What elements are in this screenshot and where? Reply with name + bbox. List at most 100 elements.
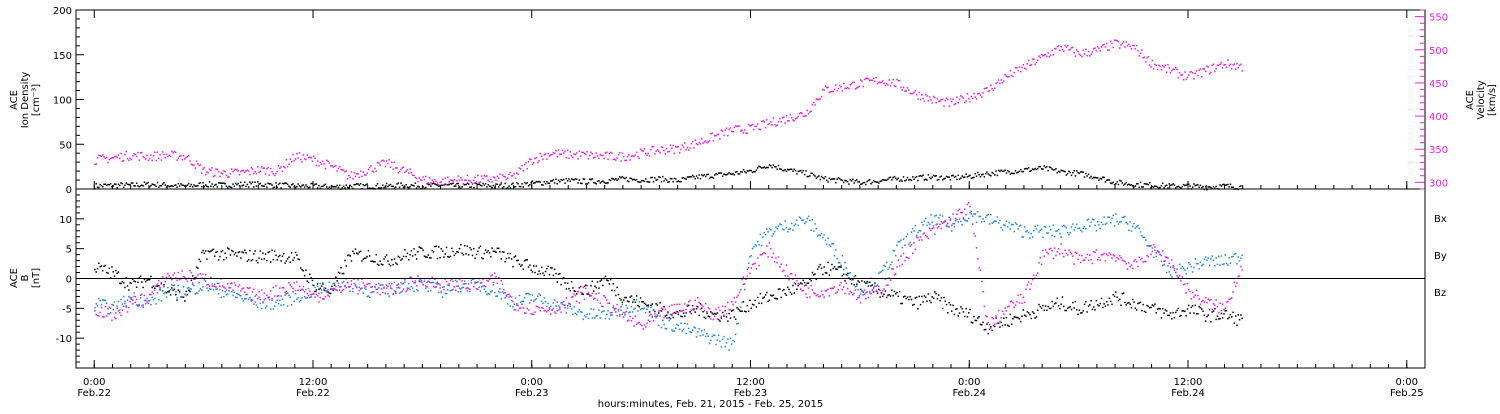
bz-series-point (425, 285, 427, 287)
by-series-point (775, 226, 777, 228)
xtick-date-label: Feb.22 (77, 388, 111, 399)
bottom-ylabel-line: ACE (9, 268, 20, 288)
bx-series-point (262, 252, 264, 254)
ion-density-series-point (783, 169, 785, 172)
velocity-series-point (690, 142, 693, 145)
velocity-series-point (794, 117, 797, 120)
bz-series-point (1098, 256, 1100, 259)
bx-series-point (410, 250, 413, 252)
ion-density-series-point (447, 184, 449, 186)
bz-series-point (573, 293, 575, 295)
by-series-point (1070, 226, 1073, 228)
velocity-series-point (676, 146, 678, 148)
velocity-series-point (935, 101, 937, 104)
bz-series-point (846, 287, 849, 290)
by-series-point (637, 310, 639, 312)
bz-series-point (568, 303, 570, 305)
by-series-point (531, 294, 534, 296)
bz-series-point (668, 305, 670, 308)
velocity-series-point (908, 89, 910, 91)
bz-series-point (932, 227, 935, 229)
ion-density-series-point (449, 182, 452, 185)
bx-series-point (320, 285, 323, 287)
velocity-series-point (1207, 66, 1209, 68)
bx-series-point (441, 250, 444, 252)
velocity-series-point (1234, 68, 1237, 70)
by-series-point (168, 291, 170, 293)
bz-series-point (449, 279, 452, 282)
velocity-series-point (711, 132, 713, 134)
by-series-point (95, 303, 97, 305)
bx-series-point (1142, 303, 1144, 306)
by-series-point (897, 241, 900, 243)
by-series-point (733, 340, 736, 343)
by-series-point (185, 294, 187, 297)
bz-series-point (185, 278, 187, 281)
ion-density-series-point (509, 187, 512, 189)
bx-series-point (509, 252, 512, 255)
velocity-series-point (548, 155, 551, 157)
velocity-series-point (556, 156, 558, 158)
bx-series-point (863, 281, 866, 283)
ion-density-series-point (1208, 186, 1211, 188)
ion-density-series-point (391, 185, 393, 188)
ion-density-series-point (925, 178, 927, 181)
bx-series-point (572, 287, 574, 289)
bx-series-point (1193, 312, 1195, 314)
bz-series-point (909, 245, 911, 247)
bx-series-point (553, 268, 556, 271)
ion-density-series-point (926, 179, 928, 181)
velocity-series-point (523, 163, 526, 166)
velocity-series-point (1129, 45, 1131, 48)
bx-series-point (552, 274, 555, 277)
bz-series-point (380, 288, 383, 290)
bx-series-point (1046, 309, 1048, 311)
ion-density-series-point (988, 174, 991, 176)
by-series-point (184, 293, 186, 295)
by-series-point (100, 303, 103, 306)
bx-series-point (885, 296, 888, 299)
ion-density-series-point (785, 170, 788, 172)
velocity-series-point (587, 158, 590, 160)
ion-density-series-point (1160, 184, 1163, 187)
ion-density-series-point (1073, 170, 1075, 172)
bz-series-point (878, 285, 880, 288)
velocity-series-point (253, 172, 255, 175)
velocity-series-point (264, 173, 267, 175)
bz-series-point (863, 289, 866, 291)
by-series-point (207, 289, 209, 292)
by-series-point (888, 266, 890, 269)
by-series-point (844, 261, 846, 264)
bx-series-point (626, 300, 629, 302)
bz-series-point (801, 290, 803, 292)
ion-density-series-point (1012, 172, 1014, 175)
bx-series-point (95, 271, 97, 273)
bz-series-point (673, 303, 676, 306)
velocity-series-point (358, 176, 361, 179)
velocity-series-point (430, 182, 432, 184)
by-series-point (488, 293, 491, 295)
by-series-point (1202, 263, 1204, 265)
velocity-series-point (504, 176, 506, 178)
bx-series-point (350, 260, 353, 262)
ion-density-series-point (763, 166, 765, 168)
velocity-series-point (1091, 51, 1094, 53)
velocity-series-point (520, 168, 522, 170)
bx-series-point (620, 299, 622, 301)
bx-series-point (275, 254, 277, 256)
bz-series-point (526, 307, 528, 310)
bz-series-point (116, 305, 118, 307)
ion-density-series-point (326, 186, 328, 188)
velocity-series-point (1202, 68, 1204, 70)
bz-series-point (888, 277, 890, 279)
by-series-point (1060, 236, 1062, 238)
bx-series-point (1100, 297, 1103, 300)
ion-density-series-point (307, 187, 310, 189)
ion-density-series-point (805, 170, 807, 172)
bz-series-point (316, 295, 319, 297)
ion-density-series-point (723, 173, 725, 175)
bz-series-point (1086, 253, 1088, 256)
by-series-point (566, 307, 569, 309)
bz-series-point (293, 282, 295, 284)
by-series-point (180, 295, 182, 298)
